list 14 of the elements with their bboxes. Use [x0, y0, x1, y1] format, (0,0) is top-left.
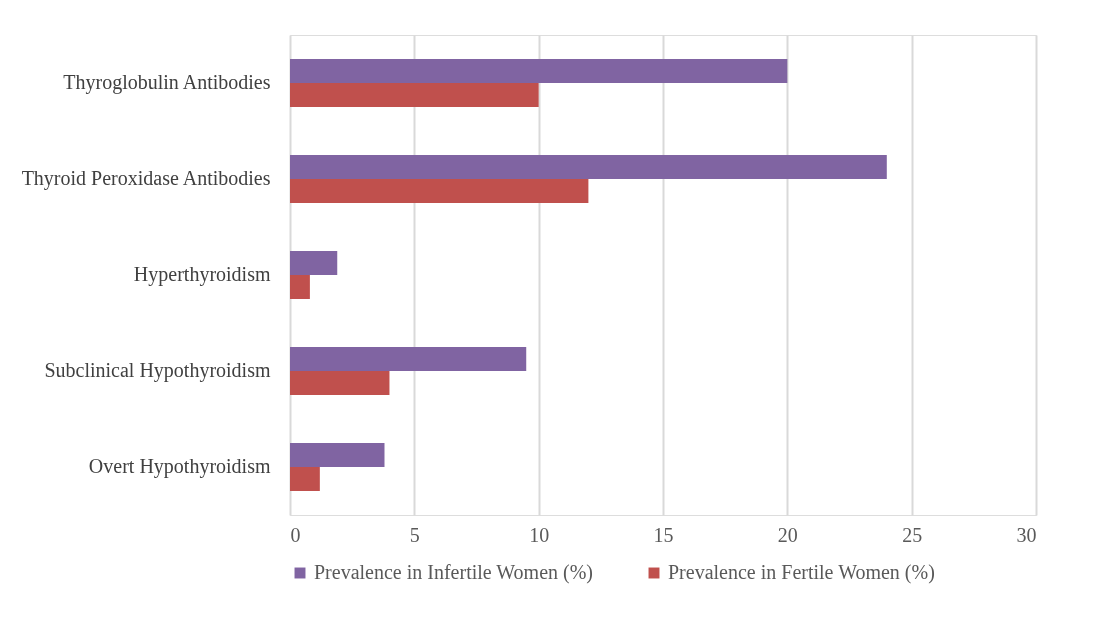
legend-label: Prevalence in Fertile Women (%) [668, 561, 935, 584]
y-tick-label: Thyroid Peroxidase Antibodies [21, 167, 271, 190]
legend-label: Prevalence in Infertile Women (%) [314, 561, 594, 584]
x-tick-label: 20 [777, 523, 798, 546]
x-tick-label: 25 [902, 523, 923, 546]
y-tick-label: Hyperthyroidism [133, 263, 271, 286]
x-tick-label: 10 [529, 523, 550, 546]
x-tick-label: 5 [409, 523, 420, 546]
y-tick-label: Thyroglobulin Antibodies [63, 71, 271, 94]
y-tick-label: Subclinical Hypothyroidism [44, 359, 271, 382]
y-tick-label: Overt Hypothyroidism [88, 455, 271, 478]
x-tick-label: 15 [653, 523, 674, 546]
x-tick-label: 0 [290, 523, 301, 546]
x-tick-label: 30 [1016, 523, 1037, 546]
